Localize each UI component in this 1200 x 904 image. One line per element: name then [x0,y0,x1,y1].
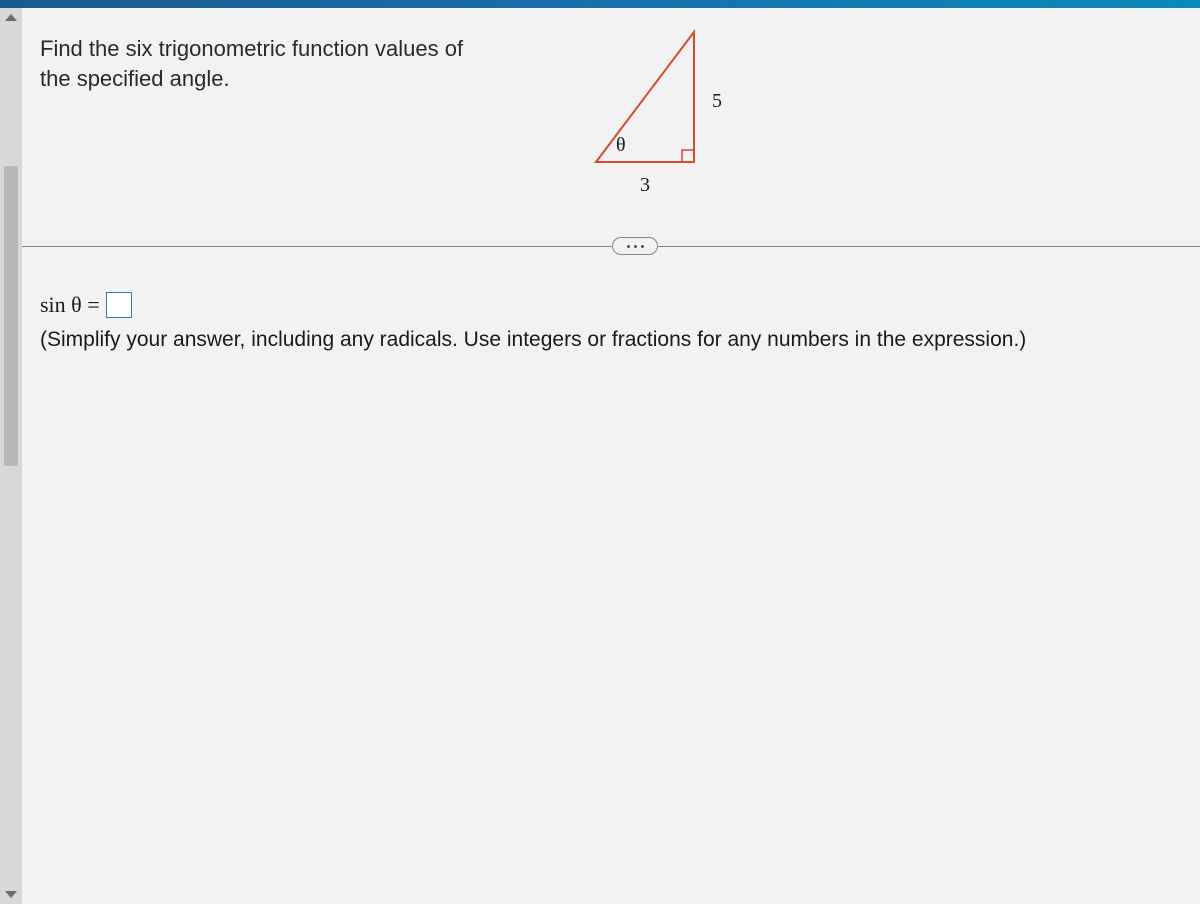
divider-line-left [22,246,612,247]
hypotenuse-length-label: 5 [712,90,722,113]
adjacent-length-label: 3 [640,174,650,197]
question-page: Find the six trigonometric function valu… [22,8,1200,904]
question-line-1: Find the six trigonometric function valu… [40,36,463,61]
scroll-down-icon[interactable] [5,891,17,898]
question-prompt: Find the six trigonometric function valu… [40,34,520,93]
equation-lhs: sin θ = [40,292,100,318]
right-angle-marker [682,150,694,162]
answer-input[interactable] [106,292,132,318]
window-top-accent [0,0,1200,8]
section-divider [22,236,1200,256]
divider-line-right [658,246,1200,247]
scroll-up-icon[interactable] [5,14,17,21]
vertical-scrollbar[interactable] [0,8,22,904]
answer-section: sin θ = (Simplify your answer, including… [40,292,1172,352]
scroll-thumb[interactable] [4,166,18,466]
dot-icon [641,245,644,248]
answer-instruction: (Simplify your answer, including any rad… [40,328,1172,352]
triangle-svg [582,22,762,192]
question-line-2: the specified angle. [40,66,230,91]
triangle-shape [596,32,694,162]
triangle-diagram: θ 5 3 [582,22,762,192]
dot-icon [634,245,637,248]
expand-collapse-button[interactable] [612,237,658,255]
equation-row: sin θ = [40,292,1172,318]
angle-theta-label: θ [616,134,626,157]
dot-icon [627,245,630,248]
